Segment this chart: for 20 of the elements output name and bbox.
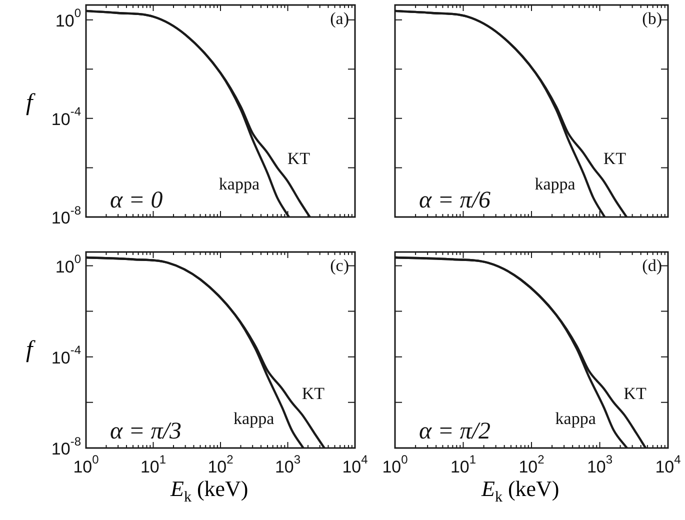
annotation: α = π/3	[110, 418, 182, 444]
series-label: kappa	[218, 174, 260, 194]
annotation: α = π/2	[419, 418, 490, 444]
series-label: kappa	[534, 174, 576, 194]
annotation: (b)	[642, 8, 662, 28]
x-axis-title: E$_{k}$ (keV)	[170, 476, 248, 506]
legend-label: KT	[603, 149, 627, 168]
x-axis-title: E$_{k}$ (keV)	[482, 476, 560, 506]
series-label: kappa	[555, 408, 596, 428]
annotation: (c)	[330, 256, 349, 275]
annotation: (a)	[330, 8, 349, 28]
series-label: kappa	[234, 408, 275, 428]
annotation: (d)	[642, 256, 662, 275]
annotation: α = 0	[110, 187, 163, 214]
legend-label: KT	[624, 384, 647, 403]
legend-label: KT	[287, 149, 311, 168]
y-axis-title: f	[26, 90, 33, 117]
legend-label: KT	[302, 384, 326, 403]
annotation: α = π/6	[419, 187, 490, 214]
y-axis-title: f	[26, 337, 33, 364]
